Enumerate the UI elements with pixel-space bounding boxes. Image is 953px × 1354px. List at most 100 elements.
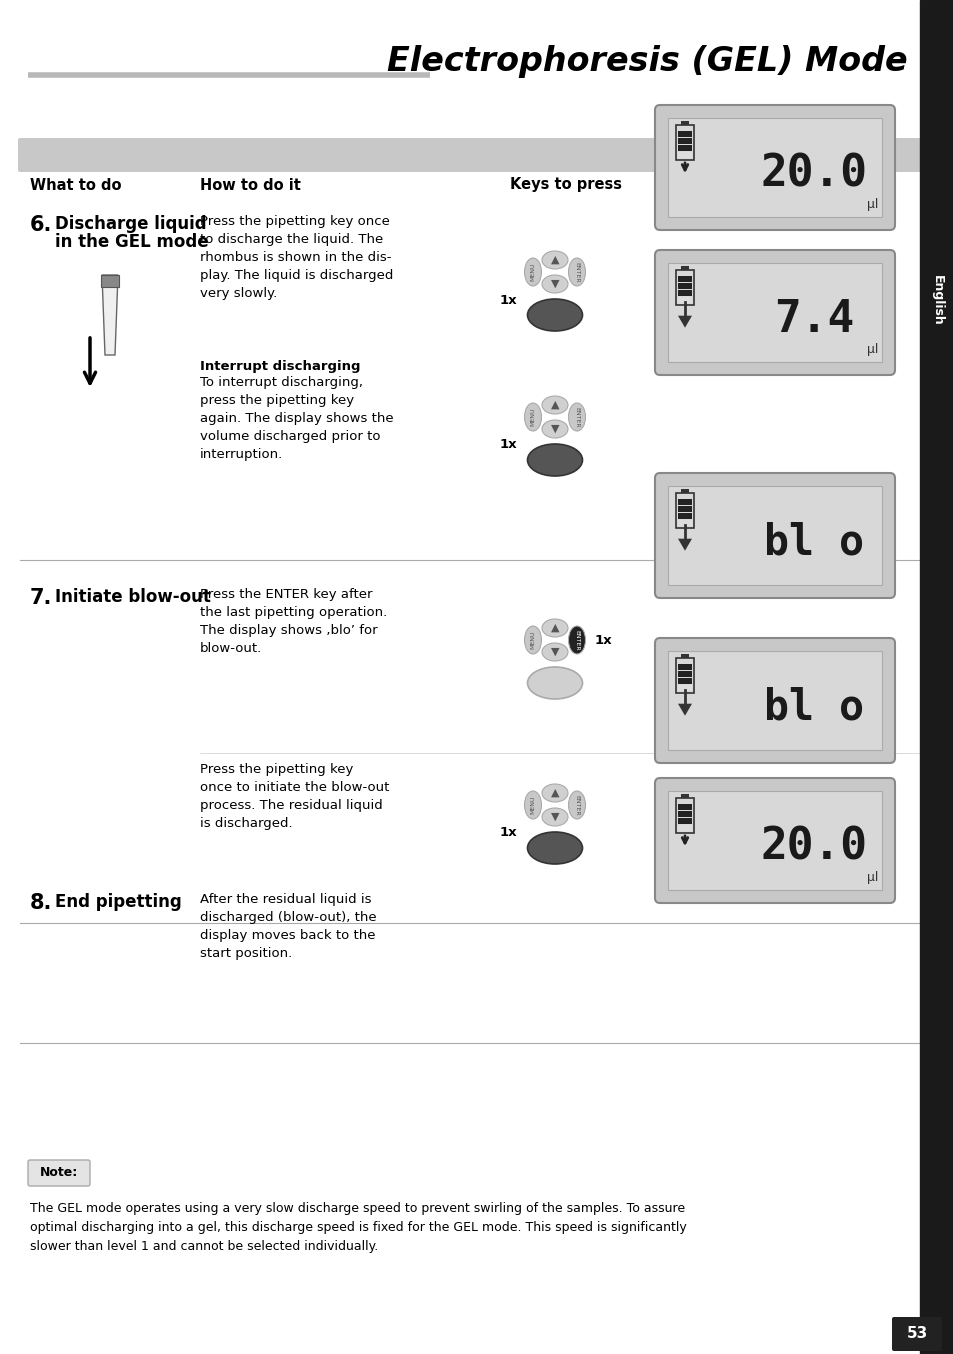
Text: ▲: ▲ (550, 255, 558, 265)
Bar (676, 658, 693, 693)
Bar (680, 265, 688, 269)
Bar (678, 663, 691, 670)
Bar (678, 804, 691, 810)
Bar (919, 0, 953, 1354)
Text: Press the pipetting key
once to initiate the blow-out
process. The residual liqu: Press the pipetting key once to initiate… (200, 764, 389, 830)
Bar (676, 269, 693, 305)
Text: 7.4: 7.4 (773, 298, 853, 341)
Text: Display readout: Display readout (659, 177, 790, 192)
Bar (680, 654, 688, 658)
Bar (667, 651, 882, 750)
Polygon shape (678, 539, 691, 551)
Text: 7.: 7. (30, 588, 52, 608)
Text: ENTER: ENTER (574, 795, 578, 815)
Text: ▲: ▲ (550, 623, 558, 634)
Text: 8.: 8. (30, 894, 52, 913)
Text: The GEL mode operates using a very slow discharge speed to prevent swirling of t: The GEL mode operates using a very slow … (30, 1202, 686, 1252)
Bar (678, 131, 691, 137)
Ellipse shape (524, 626, 541, 654)
Ellipse shape (527, 668, 582, 699)
Ellipse shape (541, 395, 567, 414)
Bar (678, 520, 691, 525)
Text: 1x: 1x (498, 439, 517, 451)
Text: 6.: 6. (30, 215, 52, 236)
Ellipse shape (541, 784, 567, 802)
Bar (678, 297, 691, 303)
Text: 53: 53 (905, 1327, 926, 1342)
Text: in the GEL mode: in the GEL mode (55, 233, 209, 250)
FancyBboxPatch shape (655, 250, 894, 375)
Text: End pipetting: End pipetting (55, 894, 182, 911)
Text: 20.0: 20.0 (760, 153, 866, 196)
Text: English: English (929, 275, 943, 325)
Bar (101, 275, 119, 287)
Text: ENTER: ENTER (574, 406, 578, 428)
Ellipse shape (541, 420, 567, 437)
Text: 1x: 1x (498, 294, 517, 306)
Bar (678, 513, 691, 519)
Text: ▲: ▲ (550, 788, 558, 798)
Text: ▼: ▼ (550, 647, 558, 657)
Ellipse shape (541, 808, 567, 826)
Bar (678, 138, 691, 144)
Bar (678, 818, 691, 825)
Bar (678, 811, 691, 816)
Bar (678, 500, 691, 505)
Text: ENTER: ENTER (574, 630, 578, 650)
Polygon shape (678, 315, 691, 328)
Bar (667, 486, 882, 585)
Ellipse shape (568, 259, 585, 286)
Bar (667, 118, 882, 217)
Bar (678, 276, 691, 282)
Text: ENTER: ENTER (574, 261, 578, 283)
Text: Discharge liquid: Discharge liquid (55, 215, 207, 233)
Text: MENU: MENU (530, 263, 535, 282)
Text: MENU: MENU (530, 408, 535, 427)
FancyBboxPatch shape (28, 1160, 90, 1186)
Text: To interrupt discharging,
press the pipetting key
again. The display shows the
v: To interrupt discharging, press the pipe… (200, 376, 394, 460)
Bar (678, 672, 691, 677)
Text: After the residual liquid is
discharged (blow-out), the
display moves back to th: After the residual liquid is discharged … (200, 894, 376, 960)
Ellipse shape (568, 791, 585, 819)
Bar (667, 263, 882, 362)
Ellipse shape (568, 403, 585, 431)
Bar (678, 825, 691, 831)
FancyBboxPatch shape (18, 138, 921, 172)
Bar (676, 125, 693, 160)
Ellipse shape (524, 403, 541, 431)
Bar (678, 685, 691, 691)
Ellipse shape (524, 791, 541, 819)
Bar (678, 283, 691, 288)
Ellipse shape (524, 259, 541, 286)
Bar (680, 793, 688, 798)
Text: Note:: Note: (40, 1167, 78, 1179)
Text: ▼: ▼ (550, 424, 558, 435)
Text: 1x: 1x (498, 826, 517, 839)
Polygon shape (102, 275, 118, 355)
Text: ▼: ▼ (550, 812, 558, 822)
FancyBboxPatch shape (655, 638, 894, 764)
Text: ▲: ▲ (550, 399, 558, 410)
Text: µl: µl (865, 871, 877, 884)
Text: 1x: 1x (595, 634, 612, 646)
Text: Initiate blow-out: Initiate blow-out (55, 588, 211, 607)
Bar (680, 121, 688, 125)
Text: Electrophoresis (GEL) Mode: Electrophoresis (GEL) Mode (387, 46, 907, 79)
FancyBboxPatch shape (655, 779, 894, 903)
Text: MENU: MENU (530, 796, 535, 814)
Text: bl o: bl o (763, 686, 863, 728)
Ellipse shape (527, 444, 582, 477)
Ellipse shape (527, 299, 582, 330)
Polygon shape (678, 704, 691, 716)
Ellipse shape (541, 619, 567, 636)
Text: 20.0: 20.0 (760, 826, 866, 869)
Ellipse shape (541, 643, 567, 661)
Text: MENU: MENU (530, 631, 535, 650)
Text: Press the pipetting key once
to discharge the liquid. The
rhombus is shown in th: Press the pipetting key once to discharg… (200, 215, 393, 301)
Text: µl: µl (865, 343, 877, 356)
Bar (676, 493, 693, 528)
Text: What to do: What to do (30, 177, 121, 192)
Bar (680, 489, 688, 493)
Text: Keys to press: Keys to press (510, 177, 621, 192)
Bar (676, 798, 693, 833)
